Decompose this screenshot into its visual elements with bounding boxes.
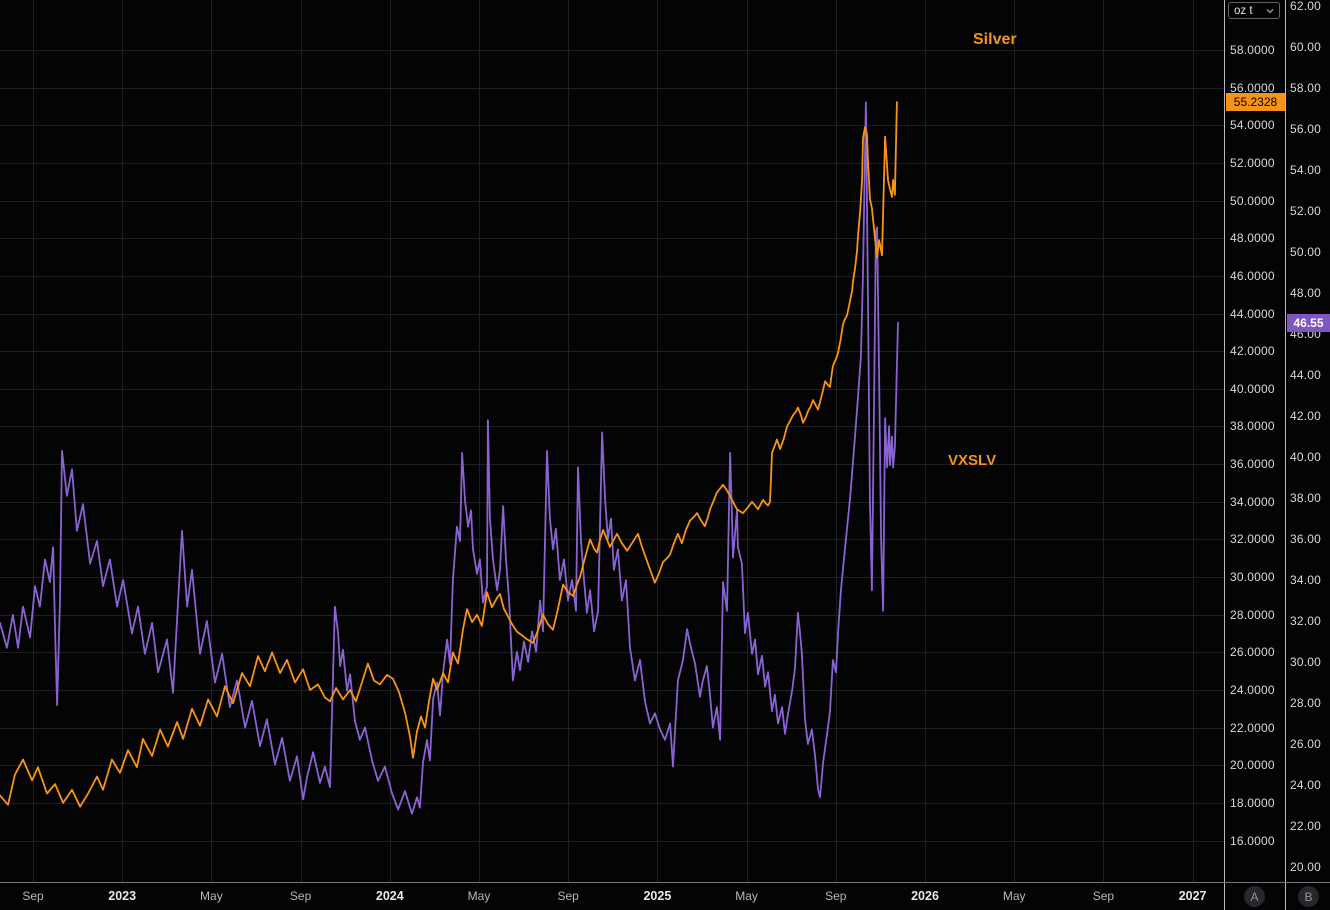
right-scale-tick: 58.00: [1290, 81, 1322, 95]
left-scale-tick: 34.0000: [1230, 494, 1275, 509]
left-scale-tick: 50.0000: [1230, 193, 1275, 208]
series-label-silver: Silver: [973, 31, 1017, 48]
right-scale-tick: 36.00: [1290, 532, 1322, 546]
time-axis-year-label: 2024: [375, 889, 404, 903]
right-scale-tick: 56.00: [1290, 122, 1322, 136]
left-scale-tick: 58.0000: [1230, 43, 1275, 57]
unit-selector-label: oz t: [1234, 4, 1253, 17]
price-scale-vxslv[interactable]: 62.00 60.00 58.00 56.00 54.00 52.00 50.00 48.00…: [1285, 0, 1330, 910]
scale-b-button[interactable]: B: [1298, 886, 1319, 907]
right-scale-tick: 52.00: [1290, 204, 1322, 218]
left-scale-tick: 46.0000: [1230, 268, 1275, 283]
left-scale-tick: 52.0000: [1230, 155, 1275, 170]
right-scale-tick: 30.00: [1290, 655, 1322, 669]
time-axis-month-label: May: [1002, 889, 1026, 903]
time-axis-year-label: 2025: [643, 889, 672, 903]
time-axis-month-label: Sep: [1092, 889, 1115, 903]
vxslv-line[interactable]: [0, 101, 899, 815]
silver-price-badge: 55.2328: [1226, 93, 1285, 112]
right-scale-tick: 42.00: [1290, 409, 1322, 423]
scale-a-button[interactable]: A: [1244, 886, 1265, 907]
right-scale-tick: 32.00: [1290, 614, 1322, 628]
left-scale-tick: 28.0000: [1230, 607, 1275, 622]
left-scale-tick: 44.0000: [1230, 306, 1275, 321]
price-chart[interactable]: [0, 0, 1224, 882]
right-scale-tick: 62.00: [1290, 0, 1322, 13]
time-axis-border: [0, 882, 1330, 883]
price-scale-silver[interactable]: oz t 58.0000 56.0000 54.0000 52.0000 50.0000…: [1224, 0, 1285, 910]
time-axis-year-label: 2027: [1178, 889, 1207, 903]
left-scale-tick: 38.0000: [1230, 419, 1275, 434]
time-axis-month-label: May: [200, 889, 223, 903]
left-scale-tick: 26.0000: [1230, 645, 1275, 660]
right-scale-tick: 40.00: [1290, 450, 1322, 464]
left-scale-tick: 42.0000: [1230, 344, 1275, 359]
left-scale-tick: 36.0000: [1230, 457, 1275, 472]
right-scale-tick: 34.00: [1290, 573, 1322, 587]
time-axis[interactable]: Sep 2023 May Sep 2024 May Sep 2025 May Sep 2026 May…: [0, 883, 1224, 910]
right-scale-tick: 28.00: [1290, 696, 1322, 710]
time-axis-month-label: Sep: [22, 889, 44, 903]
vxslv-price-badge: 46.55: [1287, 313, 1330, 332]
right-scale-tick: 38.00: [1290, 491, 1322, 505]
chart-pane[interactable]: Silver VXSLV: [0, 0, 1224, 882]
right-scale-tick: 44.00: [1290, 368, 1322, 382]
right-scale-tick: 48.00: [1290, 286, 1322, 300]
time-axis-month-label: May: [735, 889, 758, 903]
left-scale-tick: 30.0000: [1230, 570, 1275, 585]
left-scale-tick: 22.0000: [1230, 720, 1275, 735]
left-scale-tick: 54.0000: [1230, 118, 1275, 133]
left-scale-tick: 16.0000: [1230, 833, 1275, 848]
series-label-vxslv: VXSLV: [948, 452, 997, 469]
right-scale-tick: 26.00: [1290, 737, 1322, 751]
right-scale-tick: 24.00: [1290, 778, 1322, 792]
right-scale-tick: 60.00: [1290, 40, 1322, 54]
time-axis-month-label: May: [467, 889, 491, 903]
left-scale-tick: 32.0000: [1230, 532, 1275, 547]
left-scale-tick: 20.0000: [1230, 758, 1275, 773]
time-axis-year-label: 2023: [108, 889, 137, 903]
time-axis-month-label: Sep: [557, 889, 579, 903]
grid-lines: [0, 0, 1224, 882]
silver-line[interactable]: [0, 101, 898, 808]
time-axis-year-label: 2026: [911, 889, 939, 903]
right-scale-tick: 50.00: [1290, 245, 1322, 259]
right-scale-tick: 54.00: [1290, 163, 1322, 177]
time-axis-month-label: Sep: [289, 889, 312, 903]
right-scale-tick: 22.00: [1290, 819, 1322, 833]
unit-selector[interactable]: oz t: [1228, 2, 1280, 19]
left-scale-tick: 40.0000: [1230, 381, 1275, 396]
time-axis-month-label: Sep: [825, 889, 847, 903]
left-scale-tick: 18.0000: [1230, 795, 1275, 810]
left-scale-tick: 48.0000: [1230, 231, 1275, 246]
chevron-down-icon: [1266, 5, 1274, 17]
left-scale-tick: 56.0000: [1230, 80, 1275, 95]
right-scale-tick: 20.00: [1290, 860, 1322, 874]
left-scale-tick: 24.0000: [1230, 682, 1275, 697]
